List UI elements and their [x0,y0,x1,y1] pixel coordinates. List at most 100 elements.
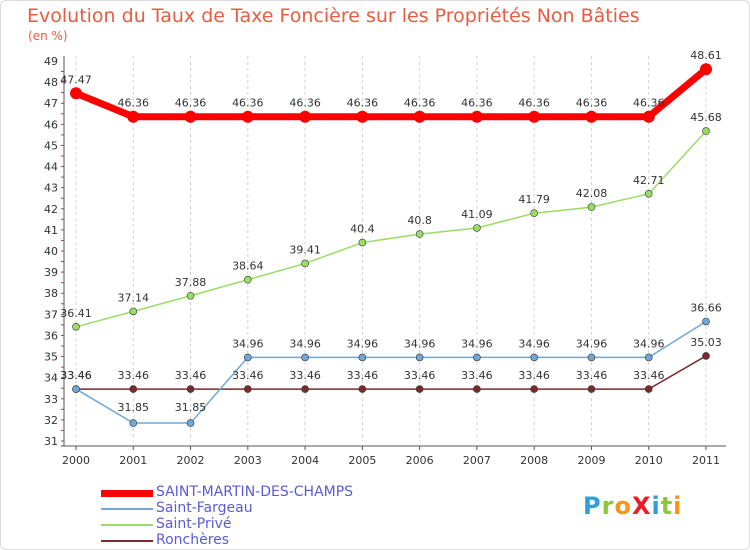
x-tick-label: 2008 [520,454,548,467]
data-point [530,353,538,362]
data-point [415,230,424,238]
unit-label: (en %) [28,29,68,43]
x-tick-label: 2005 [348,454,376,467]
data-label: 34.96 [232,337,264,350]
data-point [244,385,252,393]
line-chart: 31 32 33 34 35 36 37 38 39 40 41 42 43 44 45 46 47 48 49 20… [44,49,726,467]
data-point [587,353,596,362]
y-tick-label: 37 [44,308,58,321]
data-label: 46.36 [118,97,150,110]
data-label: 33.46 [518,369,550,382]
data-label: 34.96 [289,337,321,350]
data-point [530,209,538,218]
data-point [473,385,481,393]
y-tick-label: 41 [44,224,58,237]
y-tick-label: 32 [44,414,58,427]
data-point [356,110,369,123]
brand-letter: X [631,492,652,520]
legend-item: Ronchères [101,532,421,549]
data-point [72,385,80,393]
x-tick-label: 2001 [119,454,147,467]
data-point [129,419,138,427]
data-point [587,203,596,211]
y-tick-label: 48 [44,76,58,89]
data-point [473,224,481,232]
legend-item: Saint-Privé [101,516,421,533]
data-label: 33.46 [461,369,493,382]
brand-letter: P [583,492,602,520]
y-tick-label: 36 [44,329,58,342]
data-label: 33.46 [289,369,321,382]
y-tick-label: 33 [44,393,58,406]
data-label: 46.36 [576,97,608,110]
brand-letter: i [651,492,661,520]
y-tick-label: 40 [44,245,58,258]
data-point [587,385,596,393]
data-label: 33.46 [175,369,207,382]
data-point [644,189,653,198]
y-tick-label: 46 [44,118,58,131]
brand-letter: i [673,492,683,520]
x-tick-label: 2011 [692,454,720,467]
data-label: 46.36 [404,97,436,110]
legend-item: Saint-Fargeau [101,500,421,517]
data-point [129,385,138,393]
y-tick-label: 47 [44,97,58,110]
data-label: 33.46 [576,369,608,382]
series-line [74,66,709,121]
data-label: 46.36 [518,97,550,110]
data-label: 41.09 [461,208,493,221]
data-point [299,110,312,123]
data-label: 33.46 [404,369,436,382]
data-label: 34.96 [518,337,550,350]
data-point [642,110,655,123]
data-label: 33.46 [60,369,92,382]
legend-item: SAINT-MARTIN-DES-CHAMPS [101,484,421,501]
data-point [184,110,197,123]
data-label: 33.46 [633,369,665,382]
data-point [473,353,481,362]
y-tick-label: 35 [44,351,58,364]
data-label: 31.85 [175,401,207,414]
brand-letter: r [601,492,615,520]
legend-label: SAINT-MARTIN-DES-CHAMPS [156,484,354,500]
data-point [702,317,710,326]
data-label: 37.88 [175,276,207,289]
series-line [76,355,707,390]
data-label: 33.46 [347,369,379,382]
legend-swatch [101,490,153,497]
data-label: 38.64 [232,260,264,273]
legend-swatch [101,508,153,510]
data-point [644,353,653,362]
data-label: 31.85 [118,401,150,414]
data-point [585,110,598,123]
y-tick-label: 42 [44,203,58,216]
data-label: 46.36 [175,97,207,110]
data-label: 37.14 [118,291,150,304]
data-label: 34.96 [461,337,493,350]
data-point [530,385,538,393]
data-label: 46.36 [461,97,493,110]
data-label: 46.36 [633,97,665,110]
x-tick-label: 2004 [291,454,319,467]
data-label: 34.96 [347,337,379,350]
data-point [244,275,252,284]
brand-logo: ProXiti [583,492,682,520]
y-tick-label: 44 [44,161,58,174]
data-point [702,352,710,360]
data-point [186,385,195,393]
data-point [644,385,653,393]
data-point [72,322,80,331]
data-label: 42.08 [576,187,608,200]
legend-swatch [101,524,153,526]
y-tick-label: 45 [44,139,58,152]
data-label: 39.41 [289,243,321,256]
x-tick-label: 2009 [577,454,605,467]
legend-label: Ronchères [156,532,230,548]
x-tick-label: 2010 [635,454,663,467]
y-tick-label: 31 [44,435,58,448]
data-point [700,63,712,76]
data-point [241,110,254,123]
data-point [129,307,138,316]
